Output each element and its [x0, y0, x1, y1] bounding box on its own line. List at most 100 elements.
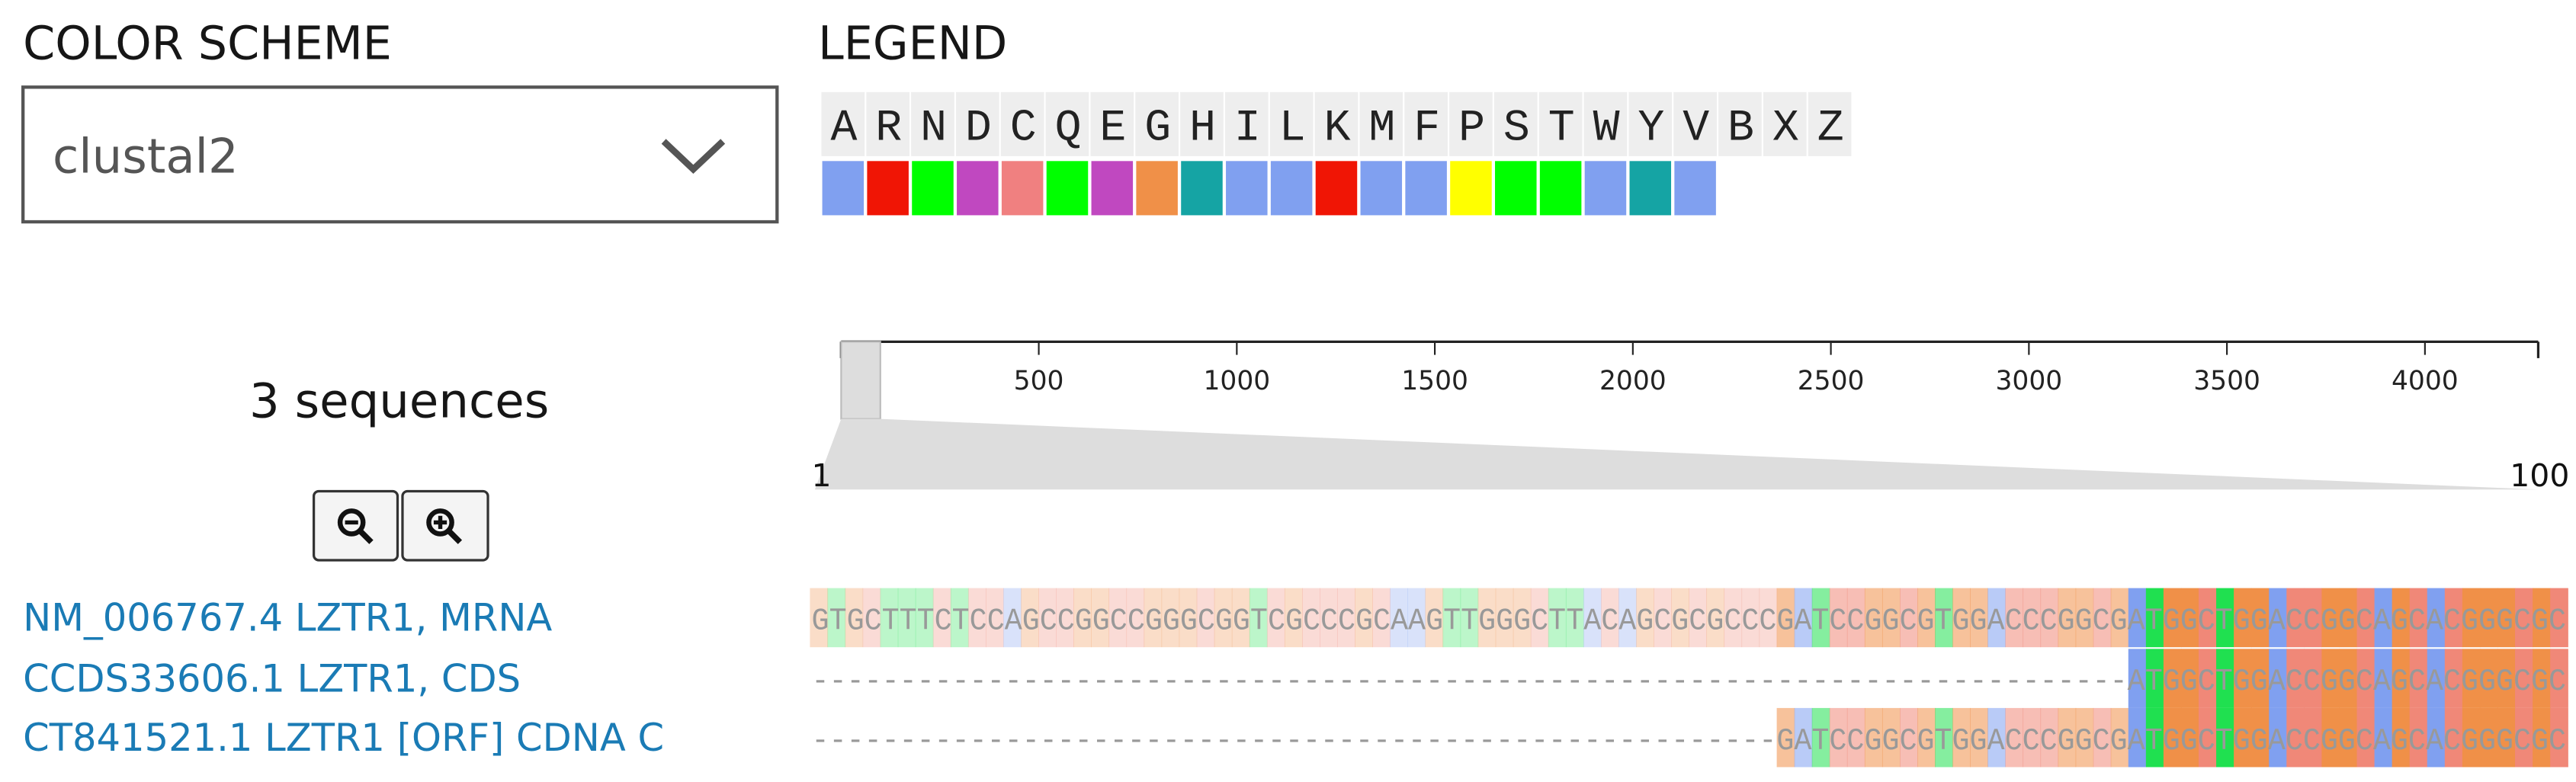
zoom-out-button[interactable] — [312, 489, 399, 562]
residue-bg — [932, 588, 951, 648]
legend-letter: M — [1368, 104, 1395, 153]
residue-bg — [1038, 588, 1057, 648]
select-box[interactable] — [21, 85, 779, 224]
residue-bg — [1021, 588, 1039, 648]
ruler-tick-label: 3000 — [1995, 366, 2062, 396]
residue-bg — [2550, 707, 2568, 768]
residue-bg — [1811, 707, 1830, 768]
residue-bg — [915, 588, 934, 648]
residue-bg — [2444, 649, 2463, 708]
residue-bg — [2462, 707, 2481, 768]
chevron[interactable] — [661, 139, 726, 175]
residue-bg — [2427, 588, 2446, 648]
legend-letter: Q — [1055, 104, 1082, 153]
residue-bg — [2392, 707, 2411, 768]
residue-bg — [2251, 707, 2270, 768]
sequence-name[interactable]: CCDS33606.1 LZTR1, CDS — [23, 656, 521, 700]
residue-bg — [2093, 588, 2112, 648]
residue-bg — [1196, 588, 1215, 648]
residue-bg — [2023, 707, 2042, 768]
residue-bg — [2497, 649, 2516, 708]
residue-bg — [2251, 649, 2270, 708]
residue-bg — [1917, 707, 1936, 768]
residue-bg — [1601, 588, 1619, 648]
residue-bg — [1846, 707, 1865, 768]
legend-cell — [1135, 91, 1179, 156]
ruler-tick-label: 1000 — [1203, 366, 1270, 396]
view-end-label: 100 — [2510, 457, 2569, 494]
residue-bg — [2145, 649, 2164, 708]
sequence: ----------------------------------------… — [812, 724, 2567, 759]
residue-bg — [1706, 588, 1725, 648]
residue-bg — [1987, 588, 2007, 648]
zoom-in-button[interactable] — [401, 489, 489, 562]
residue-bg — [1970, 707, 1988, 768]
residue-bg — [2392, 588, 2411, 648]
residue-bg — [2462, 649, 2481, 708]
legend-cell — [1493, 91, 1538, 156]
residue-bg — [2110, 588, 2129, 648]
legend-swatch — [822, 161, 865, 216]
residue-bg — [1917, 588, 1936, 648]
ruler-tick-label: 3500 — [2193, 366, 2260, 396]
residue-bg — [2444, 707, 2463, 768]
ruler-tick-label: 500 — [1014, 366, 1064, 396]
residue-bg — [862, 588, 881, 648]
residue-bg — [1864, 588, 1883, 648]
residue-bg — [2199, 649, 2217, 708]
legend-swatch — [1136, 161, 1178, 216]
residue-bg — [2128, 707, 2147, 768]
legend-letter: Y — [1638, 104, 1664, 153]
button[interactable] — [312, 489, 399, 562]
residue-bg — [2339, 649, 2358, 708]
legend-cell — [1224, 91, 1269, 156]
residue-bg — [2128, 588, 2147, 648]
residue-bg — [2339, 707, 2358, 768]
legend-cell — [1673, 91, 1717, 156]
icon[interactable] — [426, 508, 454, 537]
legend-letter: V — [1683, 104, 1709, 153]
residue-bg — [897, 588, 916, 648]
residue-bg — [1689, 588, 1708, 648]
legend-letter: X — [1772, 104, 1799, 153]
legend-cell — [1718, 91, 1762, 156]
residue-bg — [2515, 649, 2533, 708]
legend-letter: B — [1727, 104, 1754, 153]
button[interactable] — [401, 489, 489, 562]
legend-swatch — [1181, 161, 1223, 216]
residue-bg — [1776, 707, 1795, 768]
residue-bg — [2515, 707, 2533, 768]
legend-letter: P — [1458, 104, 1485, 153]
residue-bg — [2479, 649, 2498, 708]
residue-bg — [1179, 588, 1198, 648]
residue-bg — [2234, 649, 2252, 708]
icon[interactable] — [446, 528, 463, 544]
legend-cell — [866, 91, 909, 156]
icon[interactable] — [358, 528, 374, 544]
legend-swatch — [1315, 161, 1358, 216]
legend-letter: R — [875, 104, 902, 153]
residue-bg — [1759, 588, 1778, 648]
select-value[interactable]: clustal2 — [53, 128, 239, 184]
legend-cell — [1090, 91, 1134, 156]
ruler-tick-label: 1500 — [1401, 366, 1468, 396]
residue-bg — [2216, 649, 2234, 708]
residue-bg — [2304, 649, 2323, 708]
residue-bg — [2286, 649, 2305, 708]
residue-bg — [1266, 588, 1285, 648]
icon[interactable] — [337, 508, 366, 537]
legend-letter: Z — [1817, 104, 1844, 153]
legend-swatch — [1091, 161, 1134, 216]
sequence-name[interactable]: NM_006767.4 LZTR1, MRNA — [23, 596, 552, 640]
residue-bg — [2321, 649, 2340, 708]
legend-swatch — [1450, 161, 1492, 216]
color-scheme-select[interactable]: clustal2 — [21, 85, 779, 224]
residue-bg — [1935, 588, 1953, 648]
residue-bg — [2128, 649, 2147, 708]
residue-bg — [2444, 588, 2463, 648]
residue-bg — [1320, 588, 1338, 648]
legend-cell — [1808, 91, 1852, 156]
legend-cell — [1449, 91, 1493, 156]
residue-bg — [2023, 588, 2042, 648]
sequence-name[interactable]: CT841521.1 LZTR1 [ORF] CDNA C — [23, 716, 664, 760]
